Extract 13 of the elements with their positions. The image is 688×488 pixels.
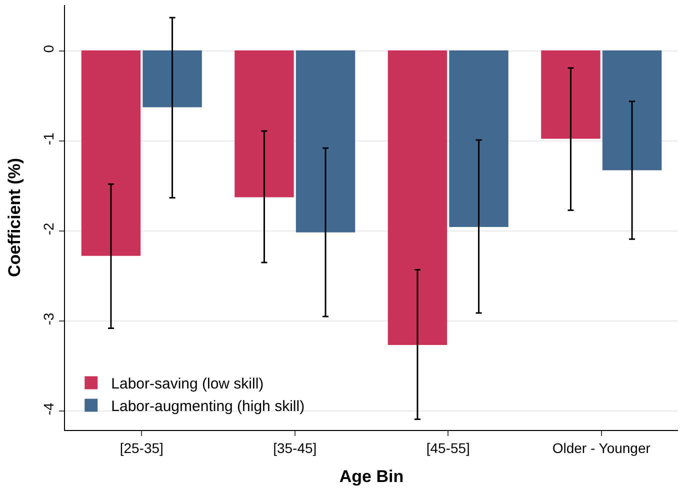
y-axis-title: Coefficient (%) — [4, 158, 24, 277]
x-tick-label: [25-35] — [120, 440, 164, 456]
x-tick-label: [35-45] — [273, 440, 317, 456]
y-tick-label: -3 — [40, 312, 56, 326]
x-tick-label: Older - Younger — [552, 440, 651, 456]
legend-label: Labor-saving (low skill) — [111, 376, 264, 393]
y-tick-label: -2 — [40, 222, 56, 236]
x-tick-label: [45-55] — [426, 440, 470, 456]
y-tick-label: -4 — [40, 402, 56, 416]
y-tick-label: 0 — [40, 44, 56, 53]
legend-label: Labor-augmenting (high skill) — [111, 398, 305, 416]
y-tick-label: -1 — [40, 132, 56, 146]
x-axis-title: Age Bin — [339, 467, 404, 486]
